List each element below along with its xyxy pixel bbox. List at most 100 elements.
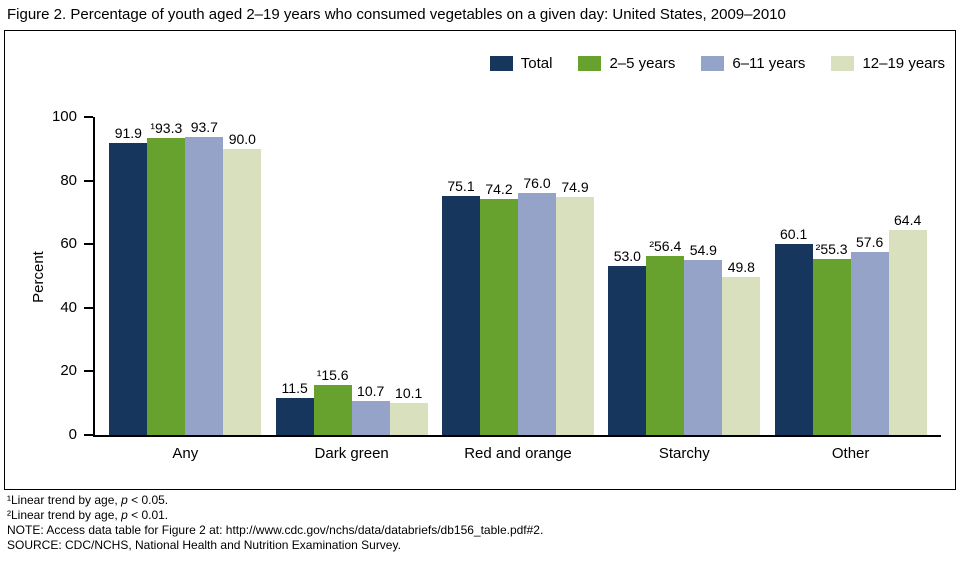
legend-item: Total bbox=[489, 55, 553, 72]
footnote-text: SOURCE: CDC/NCHS, National Health and Nu… bbox=[7, 538, 401, 552]
bar-column: 91.9 bbox=[109, 117, 148, 435]
bar bbox=[850, 251, 889, 435]
y-tick-mark bbox=[84, 306, 93, 309]
footnote-line: NOTE: Access data table for Figure 2 at:… bbox=[7, 523, 543, 538]
bar bbox=[646, 255, 685, 435]
legend-swatch bbox=[578, 56, 602, 71]
bar bbox=[389, 402, 428, 435]
bar-value-label: 93.7 bbox=[190, 119, 218, 136]
legend-item: 2–5 years bbox=[578, 55, 675, 72]
bar-value-label: ¹93.3 bbox=[150, 120, 183, 137]
footnote-italic: p bbox=[121, 508, 128, 522]
bar-column: 74.2 bbox=[479, 117, 518, 435]
y-tick-mark bbox=[84, 116, 93, 118]
plot-area: 0 20 40 60 80 100 91.9 ¹93.3 93.7 90.0 11.5 ¹15.6 1… bbox=[52, 108, 941, 443]
bar bbox=[812, 259, 851, 435]
bar bbox=[517, 193, 556, 435]
chart-frame: Total 2–5 years 6–11 years 12–19 years Perc… bbox=[4, 30, 956, 490]
bar-column: 74.9 bbox=[555, 117, 594, 435]
bar-column: ¹15.6 bbox=[313, 117, 352, 435]
legend-label: 2–5 years bbox=[609, 55, 676, 72]
bar-column: 10.7 bbox=[351, 117, 390, 435]
bar bbox=[275, 398, 314, 435]
bar bbox=[722, 276, 761, 435]
legend: Total 2–5 years 6–11 years 12–19 years bbox=[489, 55, 945, 72]
bar-value-label: ²55.3 bbox=[815, 241, 848, 258]
bar-column: ²56.4 bbox=[646, 117, 685, 435]
y-tick-label: 20 bbox=[60, 362, 77, 380]
y-tick-label: 100 bbox=[51, 108, 77, 125]
bar-column: 60.1 bbox=[774, 117, 813, 435]
bar-column: 11.5 bbox=[275, 117, 314, 435]
bar-group: 91.9 ¹93.3 93.7 90.0 bbox=[109, 117, 262, 435]
bar-value-label: ¹15.6 bbox=[316, 367, 349, 384]
legend-label: 12–19 years bbox=[862, 55, 945, 72]
footnote-line: SOURCE: CDC/NCHS, National Health and Nu… bbox=[7, 538, 543, 553]
bar-group: 11.5 ¹15.6 10.7 10.1 bbox=[275, 117, 428, 435]
bar-column: 90.0 bbox=[223, 117, 262, 435]
bar-value-label: 91.9 bbox=[114, 124, 142, 141]
footnotes: ¹Linear trend by age, p < 0.05. ²Linear … bbox=[7, 493, 543, 553]
bar-value-label: 10.7 bbox=[357, 382, 385, 399]
footnote-text: < 0.01. bbox=[127, 508, 169, 522]
bar bbox=[185, 137, 224, 435]
y-tick-mark bbox=[84, 370, 93, 373]
bar-value-label: 53.0 bbox=[613, 248, 641, 265]
bar-value-label: 64.4 bbox=[894, 212, 922, 229]
bar-column: 54.9 bbox=[684, 117, 723, 435]
bar bbox=[479, 199, 518, 435]
bar-group: 60.1 ²55.3 57.6 64.4 bbox=[774, 117, 927, 435]
bar bbox=[441, 196, 480, 435]
x-axis-labels: Any Dark green Red and orange Starchy Other bbox=[95, 445, 941, 462]
bar-column: 64.4 bbox=[888, 117, 927, 435]
x-category-label: Other bbox=[831, 445, 870, 462]
bar-group: 53.0 ²56.4 54.9 49.8 bbox=[608, 117, 761, 435]
bar-column: 57.6 bbox=[850, 117, 889, 435]
bar-column: 75.1 bbox=[441, 117, 480, 435]
legend-swatch bbox=[489, 56, 513, 71]
y-tick-label: 0 bbox=[68, 426, 77, 443]
bar-column: 53.0 bbox=[608, 117, 647, 435]
legend-label: 6–11 years bbox=[732, 55, 806, 72]
bar-groups: 91.9 ¹93.3 93.7 90.0 11.5 ¹15.6 10.7 10.1 75.1 74… bbox=[95, 117, 941, 435]
bar-value-label: 60.1 bbox=[780, 225, 808, 242]
bar-value-label: ²56.4 bbox=[649, 237, 682, 254]
bar-value-label: 90.0 bbox=[228, 130, 256, 147]
x-category-label: Any bbox=[172, 445, 199, 462]
footnote-text: ¹Linear trend by age, bbox=[7, 493, 122, 507]
bar-value-label: 57.6 bbox=[856, 233, 884, 250]
legend-label: Total bbox=[520, 55, 553, 72]
bar-column: 93.7 bbox=[185, 117, 224, 435]
figure-title: Figure 2. Percentage of youth aged 2–19 … bbox=[7, 6, 786, 23]
bar-column: 49.8 bbox=[722, 117, 761, 435]
bar bbox=[109, 142, 148, 435]
bar-column: ²55.3 bbox=[812, 117, 851, 435]
bar-value-label: 10.1 bbox=[395, 384, 423, 401]
legend-item: 12–19 years bbox=[831, 55, 945, 72]
footnote-text: NOTE: Access data table for Figure 2 at:… bbox=[7, 523, 544, 537]
legend-swatch bbox=[831, 56, 855, 71]
bar bbox=[888, 230, 927, 435]
bar-value-label: 49.8 bbox=[727, 258, 755, 275]
bar bbox=[684, 260, 723, 435]
bar-group: 75.1 74.2 76.0 74.9 bbox=[441, 117, 594, 435]
bar bbox=[351, 400, 390, 435]
x-category-label: Dark green bbox=[314, 445, 389, 462]
footnote-line: ²Linear trend by age, p < 0.01. bbox=[7, 508, 543, 523]
bar bbox=[147, 138, 186, 435]
y-tick-mark bbox=[84, 179, 93, 182]
bar-value-label: 11.5 bbox=[281, 380, 308, 397]
bar-value-label: 76.0 bbox=[523, 175, 551, 192]
footnote-italic: p bbox=[121, 493, 128, 507]
bar bbox=[223, 148, 262, 435]
footnote-line: ¹Linear trend by age, p < 0.05. bbox=[7, 493, 543, 508]
bar-value-label: 54.9 bbox=[689, 242, 717, 259]
footnote-text: ²Linear trend by age, bbox=[7, 508, 122, 522]
y-tick-mark bbox=[84, 243, 93, 246]
x-category-label: Starchy bbox=[658, 445, 710, 462]
bar bbox=[608, 266, 647, 435]
bar-value-label: 74.9 bbox=[561, 178, 589, 195]
bar-column: 76.0 bbox=[517, 117, 556, 435]
legend-swatch bbox=[701, 56, 725, 71]
bar bbox=[313, 385, 352, 435]
